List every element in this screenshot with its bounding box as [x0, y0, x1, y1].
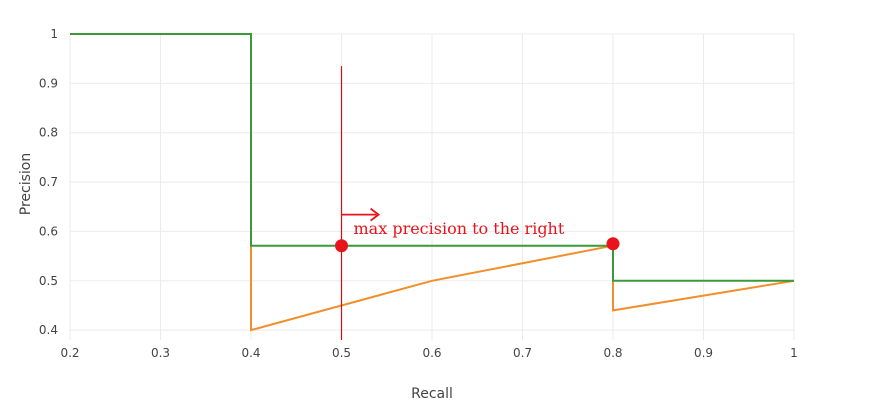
x-tick-label: 0.4: [241, 346, 260, 360]
x-tick-label: 0.6: [422, 346, 441, 360]
series-layer: [70, 33, 795, 332]
y-tick-label: 0.8: [39, 126, 58, 140]
y-tick-label: 0.4: [39, 323, 58, 337]
annotation-text: max precision to the right: [354, 219, 565, 238]
series-line-2: [70, 33, 794, 282]
y-tick-label: 0.9: [39, 76, 58, 90]
y-tick-label: 1: [50, 27, 58, 41]
x-tick-label: 1: [790, 346, 798, 360]
annotation-arrow-head: [370, 207, 381, 222]
annotation-layer: max precision to the right: [335, 66, 620, 340]
x-tick-label: 0.7: [513, 346, 532, 360]
x-tick-label: 0.3: [151, 346, 170, 360]
y-tick-label: 0.6: [39, 224, 58, 238]
x-axis-title: Recall: [411, 386, 453, 402]
x-tick-label: 0.5: [332, 346, 351, 360]
grid-layer: [69, 33, 795, 340]
x-tick-label: 0.2: [60, 346, 79, 360]
y-tick-label: 0.7: [39, 175, 58, 189]
x-tick-label: 0.9: [694, 346, 713, 360]
x-tick-label: 0.8: [603, 346, 622, 360]
axis-layer: Recall Precision 0.2 0.3 0.4 0.5 0.6 0.7 0.8 0.…: [18, 27, 798, 402]
y-axis-title: Precision: [18, 153, 34, 215]
highlight-point-2: [606, 237, 620, 251]
highlight-point-1: [335, 239, 348, 253]
y-tick-label: 0.5: [39, 274, 58, 288]
